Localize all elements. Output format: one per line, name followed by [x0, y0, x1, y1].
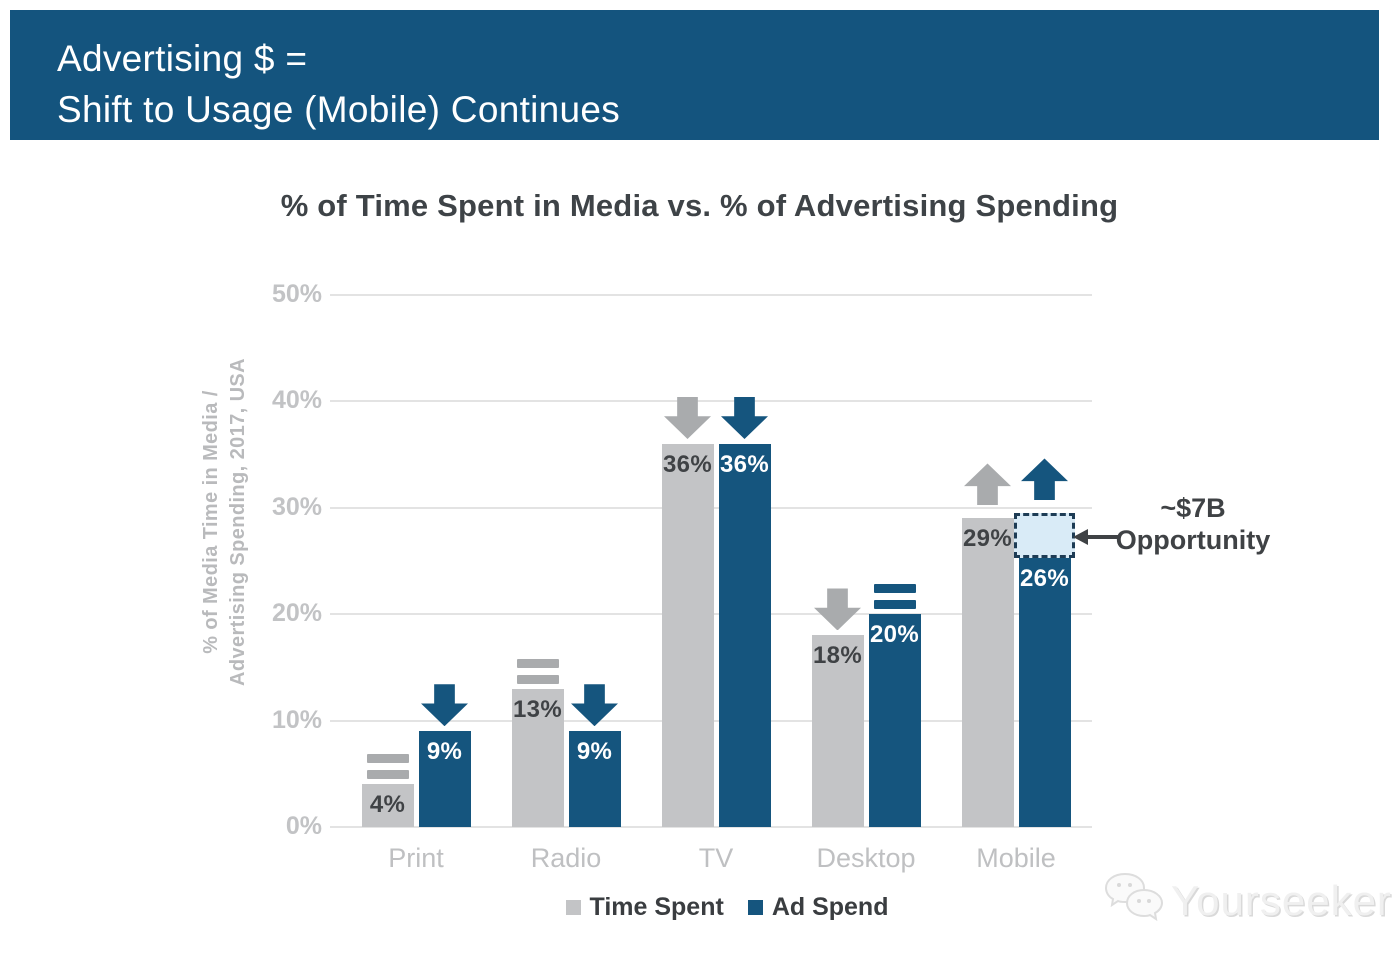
- opportunity-annotation-line2: Opportunity: [1115, 525, 1271, 555]
- y-tick-20: 20%: [271, 599, 322, 628]
- x-category-radio: Radio: [530, 843, 602, 873]
- legend-swatch-time-spent: [565, 900, 581, 915]
- y-tick-10: 10%: [271, 705, 322, 734]
- bar-mobile-time-spent: [961, 518, 1014, 827]
- bar-value-tv-ad-spend: 36%: [720, 450, 769, 478]
- chart-title: % of Time Spent in Media vs. % of Advert…: [280, 188, 1119, 223]
- y-tick-50: 50%: [271, 280, 322, 308]
- gridline-40: [330, 400, 1092, 403]
- bar-value-radio-ad-spend: 9%: [576, 738, 613, 766]
- annotation-arrow-head-icon: [1073, 529, 1088, 545]
- trend-desktop-ad-spend-flat-icon: [873, 584, 916, 610]
- bar-value-mobile-ad-spend: 26%: [1020, 565, 1069, 593]
- watermark: Yourseeker: [1103, 870, 1392, 931]
- annotation-arrow-line: [1087, 535, 1119, 539]
- watermark-text: Yourseeker: [1171, 876, 1392, 924]
- header-title-line1: Advertising $ =: [57, 38, 308, 79]
- opportunity-annotation: ~$7B Opportunity: [1108, 492, 1278, 556]
- y-tick-30: 30%: [271, 492, 322, 521]
- y-tick-0: 0%: [285, 812, 322, 840]
- trend-tv-ad-spend-down-arrow-icon: [721, 396, 768, 439]
- opportunity-box: [1014, 513, 1075, 559]
- trend-desktop-time-spent-down-arrow-icon: [814, 588, 861, 631]
- legend-label-time-spent: Time Spent: [589, 893, 724, 921]
- trend-print-time-spent-flat-icon: [366, 754, 409, 780]
- bar-value-radio-time-spent: 13%: [513, 695, 562, 723]
- bar-tv-time-spent: [661, 443, 714, 827]
- chat-bubbles-icon: [1103, 870, 1165, 931]
- legend-label-ad-spend: Ad Spend: [771, 893, 889, 921]
- bar-value-mobile-time-spent: 29%: [963, 525, 1012, 553]
- gridline-50: [330, 294, 1092, 296]
- header-banner: Advertising $ = Shift to Usage (Mobile) …: [10, 10, 1379, 140]
- legend-swatch-ad-spend: [747, 900, 763, 915]
- bar-value-desktop-ad-spend: 20%: [870, 621, 919, 649]
- bar-value-tv-time-spent: 36%: [663, 450, 712, 478]
- bar-radio-ad-spend: [568, 731, 621, 827]
- bar-mobile-ad-spend: [1018, 550, 1071, 827]
- header-title-line2: Shift to Usage (Mobile) Continues: [57, 89, 621, 130]
- bar-value-desktop-time-spent: 18%: [813, 642, 862, 670]
- legend: Time Spent Ad Spend: [540, 893, 914, 922]
- trend-radio-time-spent-flat-icon: [516, 658, 559, 684]
- trend-tv-time-spent-down-arrow-icon: [664, 396, 711, 439]
- x-category-tv: TV: [698, 843, 734, 873]
- bar-print-time-spent: [361, 784, 414, 827]
- x-category-mobile: Mobile: [976, 843, 1056, 873]
- bar-print-ad-spend: [418, 731, 471, 827]
- y-tick-40: 40%: [271, 386, 322, 415]
- trend-mobile-time-spent-up-arrow-icon: [964, 463, 1011, 506]
- trend-mobile-ad-spend-up-arrow-icon: [1021, 458, 1068, 501]
- bar-desktop-time-spent: [811, 635, 864, 827]
- bar-radio-time-spent: [511, 688, 564, 827]
- bar-desktop-ad-spend: [868, 614, 921, 827]
- bar-tv-ad-spend: [718, 443, 771, 827]
- bar-value-print-ad-spend: 9%: [426, 738, 463, 766]
- x-category-print: Print: [388, 843, 444, 873]
- bar-value-print-time-spent: 4%: [369, 791, 406, 819]
- gridline-0: [330, 826, 1092, 828]
- x-category-desktop: Desktop: [816, 843, 916, 873]
- opportunity-annotation-line1: ~$7B: [1160, 493, 1226, 523]
